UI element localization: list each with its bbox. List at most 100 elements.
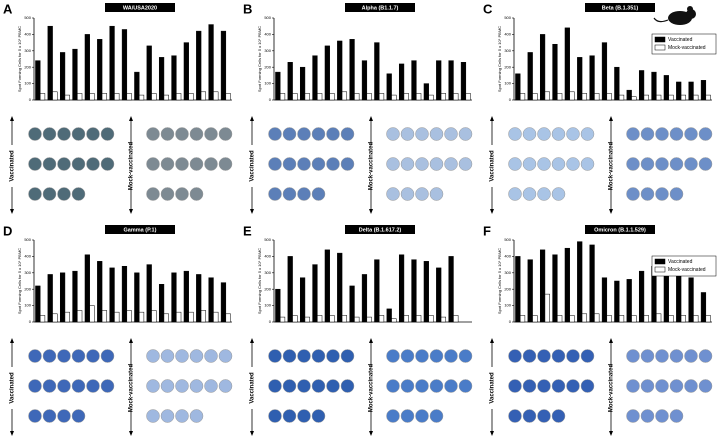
bar [72, 270, 78, 323]
arrow-label-bg [127, 145, 135, 187]
bar [151, 310, 157, 323]
legend-label: Vaccinated [668, 259, 693, 265]
well [415, 409, 429, 423]
well [28, 187, 42, 201]
well [508, 127, 522, 141]
bar [643, 94, 649, 101]
well-group-label: Vaccinated [250, 150, 256, 182]
well-group-label: Vaccinated [10, 150, 16, 182]
legend-label: Mock-vaccinated [668, 267, 706, 273]
bar [631, 315, 637, 323]
well [386, 379, 400, 393]
bar [705, 315, 711, 323]
bar [225, 93, 231, 101]
well [189, 349, 204, 363]
bar [183, 42, 189, 101]
y-tick-label: 400 [24, 31, 31, 36]
well [57, 349, 71, 363]
well [415, 379, 429, 393]
arrow-label-bg [8, 367, 16, 409]
y-tick-label: 0 [269, 97, 272, 102]
y-tick-label: 200 [264, 286, 271, 291]
bar [341, 91, 348, 101]
well [218, 349, 233, 363]
bar [527, 259, 533, 323]
bar [544, 91, 550, 101]
bar [700, 80, 707, 101]
bar [515, 73, 521, 101]
well [386, 349, 400, 363]
y-tick-label: 100 [24, 303, 31, 308]
well [297, 157, 311, 171]
bar [121, 265, 128, 323]
well [415, 157, 429, 171]
well [311, 409, 326, 423]
well [146, 157, 160, 171]
well [175, 157, 189, 171]
legend-label: Mock-vaccinated [668, 45, 706, 51]
bar [676, 81, 682, 101]
bar [440, 93, 447, 101]
well [580, 379, 595, 393]
bar [656, 313, 662, 323]
well [282, 379, 297, 393]
bar [601, 277, 608, 323]
y-tick-label: 100 [264, 81, 271, 86]
bar [411, 259, 417, 323]
bar [693, 315, 699, 323]
bar [403, 315, 409, 323]
bar [638, 70, 645, 101]
well [386, 157, 400, 171]
well [508, 157, 522, 171]
well [268, 157, 282, 171]
bar [97, 261, 103, 323]
bar [59, 52, 66, 101]
bar [84, 254, 90, 323]
bar [151, 93, 157, 101]
well [444, 127, 458, 141]
well [669, 127, 684, 141]
well [160, 379, 175, 393]
y-tick-label: 200 [24, 64, 31, 69]
bar [428, 94, 434, 101]
bar [279, 93, 286, 101]
bar [453, 93, 459, 101]
well [386, 127, 400, 141]
bar [200, 91, 207, 101]
bar [539, 249, 546, 323]
bar [121, 29, 128, 101]
bar [557, 93, 563, 101]
bar [299, 277, 306, 323]
y-tick-label: 300 [504, 48, 511, 53]
well [669, 157, 684, 171]
bar [72, 48, 78, 101]
title-box [105, 225, 175, 234]
bar [317, 315, 323, 323]
bar [225, 313, 231, 323]
well [42, 379, 57, 393]
well [537, 409, 551, 423]
well [146, 127, 160, 141]
bar [146, 264, 152, 323]
bar [626, 279, 632, 323]
bar [423, 261, 429, 323]
well [311, 157, 326, 171]
bar [126, 93, 132, 101]
well [71, 127, 86, 141]
well [282, 349, 297, 363]
well [71, 187, 86, 201]
bar [77, 93, 83, 101]
well [640, 379, 655, 393]
bar [89, 305, 95, 323]
bar [532, 93, 538, 101]
well [566, 127, 580, 141]
well [189, 409, 204, 423]
well [669, 187, 684, 201]
well [444, 349, 458, 363]
bar [668, 94, 674, 101]
bar [208, 277, 214, 323]
bar [59, 272, 66, 323]
well [386, 187, 400, 201]
chart-title: Alpha (B1.1.7) [362, 5, 399, 11]
y-axis-label: Spot Forming Cells for 5 x 10⁵ PBMC [17, 26, 22, 92]
